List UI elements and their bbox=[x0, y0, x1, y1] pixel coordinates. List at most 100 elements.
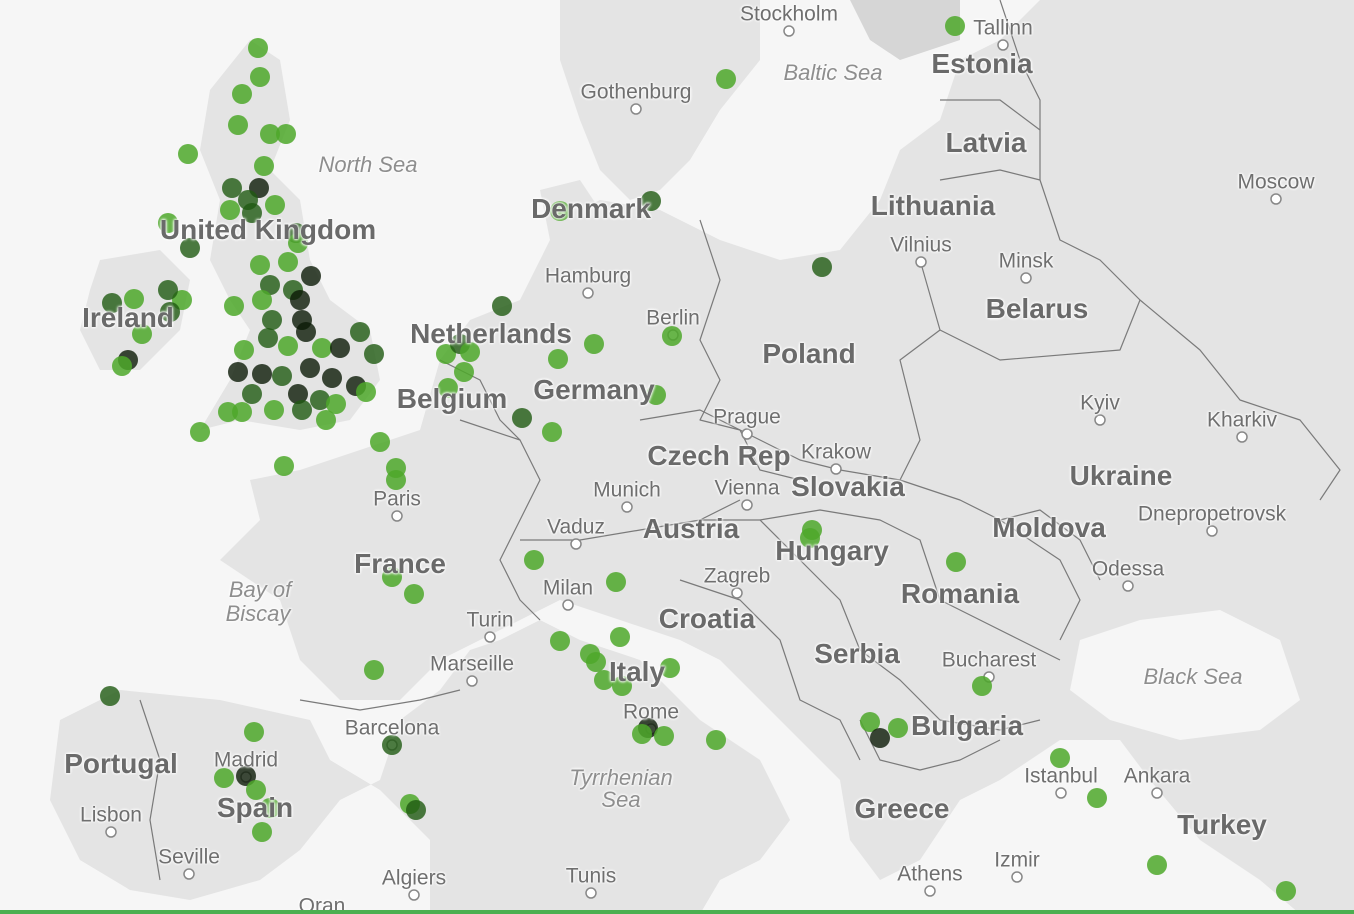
data-point-marker[interactable] bbox=[260, 275, 280, 295]
data-point-marker[interactable] bbox=[264, 400, 284, 420]
data-point-marker[interactable] bbox=[258, 328, 278, 348]
data-point-marker[interactable] bbox=[254, 156, 274, 176]
data-point-marker[interactable] bbox=[265, 195, 285, 215]
data-point-marker[interactable] bbox=[236, 766, 256, 786]
data-point-marker[interactable] bbox=[158, 213, 178, 233]
data-point-marker[interactable] bbox=[606, 572, 626, 592]
data-point-marker[interactable] bbox=[234, 340, 254, 360]
data-point-marker[interactable] bbox=[550, 201, 570, 221]
data-point-marker[interactable] bbox=[860, 712, 880, 732]
data-point-marker[interactable] bbox=[660, 658, 680, 678]
data-point-marker[interactable] bbox=[364, 660, 384, 680]
data-point-marker[interactable] bbox=[438, 378, 458, 398]
data-point-marker[interactable] bbox=[252, 364, 272, 384]
data-point-marker[interactable] bbox=[460, 342, 480, 362]
data-point-marker[interactable] bbox=[310, 390, 330, 410]
data-point-marker[interactable] bbox=[492, 296, 512, 316]
data-point-marker[interactable] bbox=[228, 115, 248, 135]
data-point-marker[interactable] bbox=[370, 432, 390, 452]
data-point-marker[interactable] bbox=[716, 69, 736, 89]
data-point-marker[interactable] bbox=[244, 722, 264, 742]
data-point-marker[interactable] bbox=[870, 728, 890, 748]
data-point-marker[interactable] bbox=[290, 290, 310, 310]
data-point-marker[interactable] bbox=[356, 382, 376, 402]
data-point-marker[interactable] bbox=[610, 627, 630, 647]
data-point-marker[interactable] bbox=[248, 38, 268, 58]
data-point-marker[interactable] bbox=[632, 724, 652, 744]
data-point-marker[interactable] bbox=[190, 422, 210, 442]
data-point-marker[interactable] bbox=[888, 718, 908, 738]
data-point-marker[interactable] bbox=[812, 257, 832, 277]
data-point-marker[interactable] bbox=[946, 552, 966, 572]
data-point-marker[interactable] bbox=[301, 266, 321, 286]
data-point-marker[interactable] bbox=[316, 410, 336, 430]
data-point-marker[interactable] bbox=[276, 124, 296, 144]
data-point-marker[interactable] bbox=[300, 358, 320, 378]
data-point-marker[interactable] bbox=[214, 768, 234, 788]
data-point-marker[interactable] bbox=[382, 567, 402, 587]
data-point-marker[interactable] bbox=[524, 550, 544, 570]
data-point-marker[interactable] bbox=[252, 822, 272, 842]
data-point-marker[interactable] bbox=[278, 252, 298, 272]
data-point-marker[interactable] bbox=[594, 670, 614, 690]
data-point-marker[interactable] bbox=[548, 349, 568, 369]
data-point-marker[interactable] bbox=[224, 296, 244, 316]
data-point-marker[interactable] bbox=[326, 394, 346, 414]
data-point-marker[interactable] bbox=[584, 334, 604, 354]
data-point-marker[interactable] bbox=[654, 726, 674, 746]
data-point-marker[interactable] bbox=[222, 178, 242, 198]
data-point-marker[interactable] bbox=[272, 366, 292, 386]
data-point-marker[interactable] bbox=[288, 384, 308, 404]
data-point-marker[interactable] bbox=[641, 191, 661, 211]
data-point-marker[interactable] bbox=[246, 780, 266, 800]
data-point-marker[interactable] bbox=[288, 233, 308, 253]
data-point-marker[interactable] bbox=[242, 203, 262, 223]
data-point-marker[interactable] bbox=[278, 336, 298, 356]
data-point-marker[interactable] bbox=[800, 528, 820, 548]
data-point-marker[interactable] bbox=[100, 686, 120, 706]
data-point-marker[interactable] bbox=[382, 735, 402, 755]
data-point-marker[interactable] bbox=[252, 290, 272, 310]
data-point-marker[interactable] bbox=[1087, 788, 1107, 808]
data-point-marker[interactable] bbox=[512, 408, 532, 428]
data-point-marker[interactable] bbox=[232, 402, 252, 422]
data-point-marker[interactable] bbox=[242, 384, 262, 404]
data-point-marker[interactable] bbox=[260, 124, 280, 144]
data-point-marker[interactable] bbox=[1276, 881, 1296, 901]
data-point-marker[interactable] bbox=[330, 338, 350, 358]
data-point-marker[interactable] bbox=[350, 322, 370, 342]
data-point-marker[interactable] bbox=[404, 584, 424, 604]
data-point-marker[interactable] bbox=[218, 402, 238, 422]
data-point-marker[interactable] bbox=[262, 310, 282, 330]
data-point-marker[interactable] bbox=[612, 676, 632, 696]
data-point-marker[interactable] bbox=[228, 362, 248, 382]
data-point-marker[interactable] bbox=[250, 255, 270, 275]
data-point-marker[interactable] bbox=[178, 144, 198, 164]
data-point-marker[interactable] bbox=[102, 293, 122, 313]
data-point-marker[interactable] bbox=[706, 730, 726, 750]
data-point-marker[interactable] bbox=[406, 800, 426, 820]
data-point-marker[interactable] bbox=[586, 652, 606, 672]
data-point-marker[interactable] bbox=[160, 302, 180, 322]
data-point-marker[interactable] bbox=[158, 280, 178, 300]
data-point-marker[interactable] bbox=[454, 362, 474, 382]
data-point-marker[interactable] bbox=[124, 289, 144, 309]
data-point-marker[interactable] bbox=[386, 470, 406, 490]
data-point-marker[interactable] bbox=[646, 385, 666, 405]
data-point-marker[interactable] bbox=[132, 324, 152, 344]
data-point-marker[interactable] bbox=[364, 344, 384, 364]
data-point-marker[interactable] bbox=[436, 344, 456, 364]
data-point-marker[interactable] bbox=[1050, 748, 1070, 768]
data-point-marker[interactable] bbox=[322, 368, 342, 388]
data-point-marker[interactable] bbox=[180, 238, 200, 258]
data-point-marker[interactable] bbox=[1147, 855, 1167, 875]
data-point-marker[interactable] bbox=[274, 456, 294, 476]
data-point-marker[interactable] bbox=[260, 798, 280, 818]
data-point-marker[interactable] bbox=[945, 16, 965, 36]
data-point-marker[interactable] bbox=[220, 200, 240, 220]
data-point-marker[interactable] bbox=[550, 631, 570, 651]
data-point-marker[interactable] bbox=[662, 326, 682, 346]
data-point-marker[interactable] bbox=[292, 400, 312, 420]
data-point-marker[interactable] bbox=[542, 422, 562, 442]
